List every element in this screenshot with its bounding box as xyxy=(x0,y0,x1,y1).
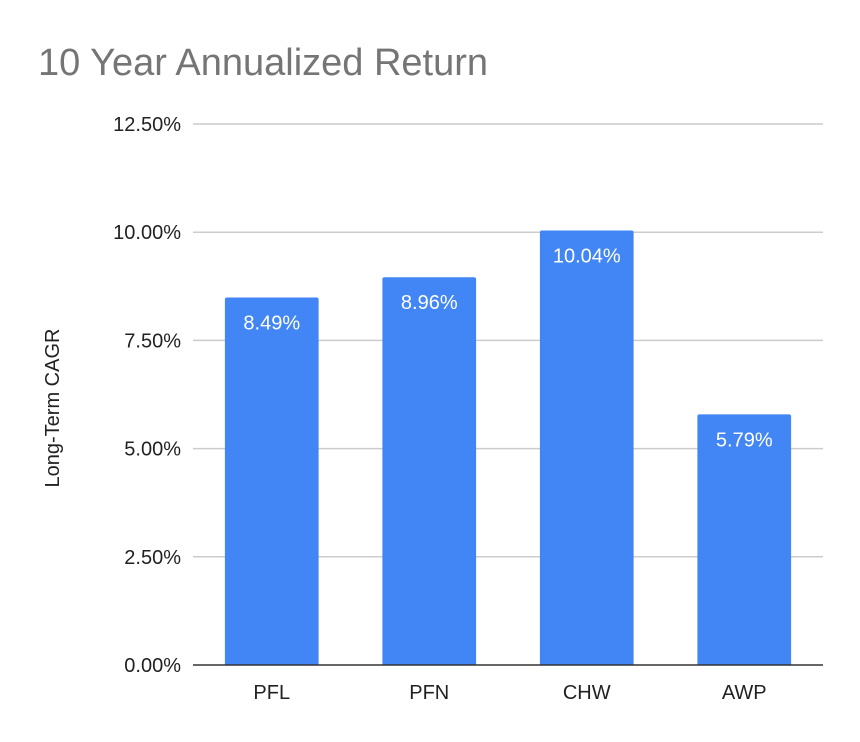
y-tick-label: 7.50% xyxy=(124,330,181,352)
data-label-pfn: 8.96% xyxy=(401,292,458,314)
y-tick-label: 5.00% xyxy=(124,439,181,461)
chart-title: 10 Year Annualized Return xyxy=(38,42,488,84)
data-label-chw: 10.04% xyxy=(553,245,621,267)
bar-awp xyxy=(697,414,792,665)
data-label-pfl: 8.49% xyxy=(243,313,300,335)
x-axis-ticks: PFL PFN CHW AWP xyxy=(253,682,766,704)
x-tick-label: PFL xyxy=(253,682,290,704)
y-tick-label: 10.00% xyxy=(113,222,181,244)
data-label-awp: 5.79% xyxy=(716,429,773,451)
bars xyxy=(224,230,792,665)
bar-pfn xyxy=(382,277,477,665)
x-tick-label: CHW xyxy=(563,682,611,704)
y-tick-label: 12.50% xyxy=(113,114,181,136)
bar-chw xyxy=(539,230,634,665)
bar-pfl xyxy=(224,297,319,665)
data-labels: 8.49% 8.96% 10.04% 5.79% xyxy=(243,245,772,451)
x-tick-label: PFN xyxy=(409,682,449,704)
x-tick-label: AWP xyxy=(722,682,767,704)
y-tick-label: 0.00% xyxy=(124,655,181,677)
y-tick-label: 2.50% xyxy=(124,547,181,569)
y-axis-ticks: 0.00% 2.50% 5.00% 7.50% 10.00% 12.50% xyxy=(113,114,181,677)
y-axis-label: Long-Term CAGR xyxy=(42,329,64,488)
